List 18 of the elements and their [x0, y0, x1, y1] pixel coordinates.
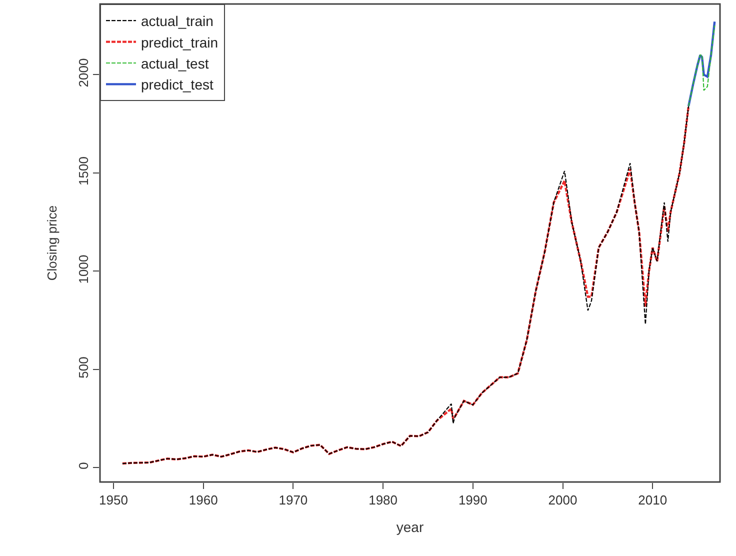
x-tick-label: 2000 [548, 492, 578, 508]
y-tick-label: 1500 [76, 156, 91, 186]
x-axis-title: year [396, 518, 424, 535]
x-tick-label: 2010 [638, 492, 668, 508]
x-tick-label: 1960 [188, 492, 218, 508]
legend-label: predict_test [141, 76, 214, 93]
y-tick-label: 2000 [76, 58, 91, 88]
x-tick-label: 1990 [458, 492, 488, 508]
x-tick-label: 1950 [99, 492, 128, 508]
y-tick-label: 0 [76, 462, 91, 470]
y-tick-label: 1000 [76, 254, 91, 284]
y-axis-title: Closing price [44, 205, 60, 281]
legend-label: actual_train [141, 13, 214, 30]
legend-label: actual_test [141, 55, 209, 72]
legend-label: predict_train [141, 34, 218, 50]
x-tick-label: 1980 [368, 492, 398, 508]
y-tick-label: 500 [76, 356, 91, 378]
x-tick-label: 1970 [278, 492, 308, 508]
